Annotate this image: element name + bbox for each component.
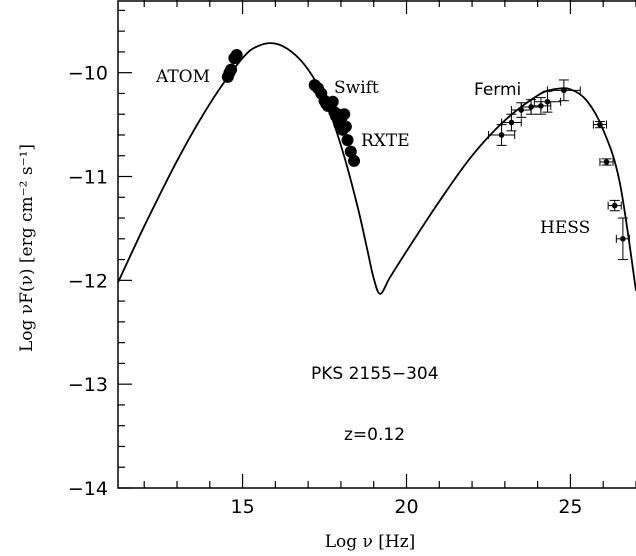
x-tick-label: 15 (230, 496, 254, 518)
y-tick-label: −10 (68, 63, 108, 85)
y-tick-label: −13 (68, 374, 108, 396)
annotation-redshift: z=0.12 (344, 425, 405, 445)
hess-point (603, 159, 610, 165)
swift-point (326, 95, 339, 108)
atom-point (225, 63, 238, 76)
hess-point (597, 121, 603, 128)
fermi-point (561, 87, 567, 94)
y-tick-label: −12 (68, 270, 108, 292)
y-tick-label: −14 (68, 478, 108, 500)
x-tick-label: 25 (558, 496, 582, 518)
fermi-point (498, 132, 505, 138)
y-tick-label: −11 (68, 167, 108, 189)
annotation-swift: Swift (334, 78, 379, 98)
rxte-point (344, 145, 357, 158)
atom-point (230, 49, 243, 62)
model-curve (117, 42, 636, 295)
rxte-point (338, 108, 351, 121)
model-curve-group (117, 42, 636, 295)
fermi-point (538, 103, 544, 109)
annotation-rxte: RXTE (361, 131, 410, 151)
rxte-point (339, 120, 352, 133)
axis-ticks (118, 0, 636, 489)
y-axis-label: Log νF(ν) [erg cm⁻² s⁻¹] (17, 144, 37, 352)
annotation-hess: HESS (540, 218, 590, 238)
data-points (221, 49, 630, 261)
hess-point (611, 202, 618, 209)
hess-point (620, 236, 626, 242)
plot-frame (117, 0, 636, 489)
rxte-point (341, 134, 354, 147)
plot-border (117, 0, 636, 489)
tick-labels: 15 20 25 −14 −13 −12 −11 −10 (68, 63, 583, 518)
annotation-source-name: PKS 2155−304 (311, 364, 439, 384)
annotation-atom: ATOM (155, 67, 210, 87)
x-axis-label: Log ν [Hz] (325, 532, 416, 552)
annotation-fermi: Fermi (474, 80, 521, 100)
fermi-point (544, 98, 551, 105)
rxte-point (348, 154, 361, 167)
fermi-point (508, 119, 515, 126)
x-tick-label: 20 (394, 496, 418, 518)
